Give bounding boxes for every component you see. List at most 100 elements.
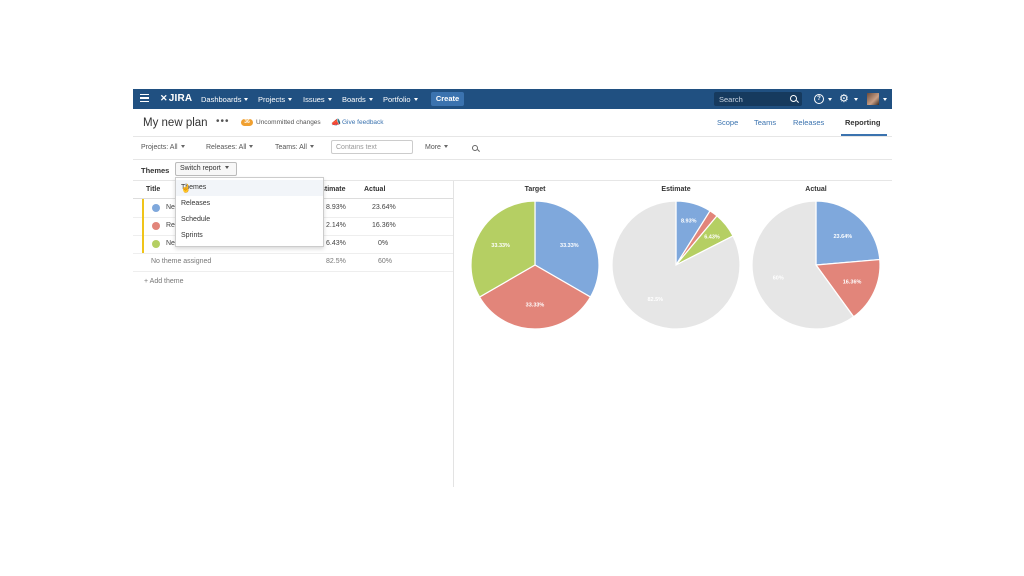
report-label: Themes bbox=[141, 166, 170, 175]
chart-title-actual: Actual bbox=[805, 186, 827, 193]
contains-text-input[interactable] bbox=[331, 140, 413, 154]
chevron-down-icon bbox=[224, 166, 229, 169]
more-actions-button[interactable]: ••• bbox=[216, 116, 230, 127]
tab-releases[interactable]: Releases bbox=[793, 118, 825, 127]
uncommitted-count-badge[interactable]: 36 bbox=[241, 119, 253, 126]
chevron-down-icon bbox=[854, 98, 858, 101]
nav-boards-label: Boards bbox=[342, 95, 366, 104]
pie-slice[interactable] bbox=[534, 200, 600, 298]
pie-slice[interactable] bbox=[470, 200, 536, 298]
give-feedback-link[interactable]: Give feedback bbox=[342, 119, 384, 126]
filter-bar: Projects: All Releases: All Teams: All M… bbox=[133, 137, 892, 160]
row-marker bbox=[142, 235, 144, 253]
pie-charts: 33.33% 33.33% 33.33% 8.93% 6.43% 82.5% 23.64… bbox=[470, 200, 881, 330]
pie-slice-label: 33.33% bbox=[491, 243, 510, 249]
pie-slice[interactable] bbox=[815, 200, 881, 266]
top-navigation: ✕JIRA Dashboards Projects Issues Boards … bbox=[133, 89, 892, 109]
pie-slice[interactable] bbox=[814, 258, 881, 318]
nav-dashboards[interactable]: Dashboards bbox=[201, 95, 249, 104]
theme-estimate: 6.43% bbox=[326, 240, 346, 247]
chevron-down-icon bbox=[249, 145, 254, 148]
uncommitted-changes-link[interactable]: Uncommitted changes bbox=[256, 119, 321, 126]
pie-chart-actual: 23.64% 16.36% 60% bbox=[751, 200, 881, 330]
help-menu-caret[interactable] bbox=[825, 95, 832, 104]
releases-filter[interactable]: Releases: All bbox=[206, 144, 254, 151]
pie-slice[interactable] bbox=[478, 264, 592, 330]
theme-color-dot bbox=[152, 204, 160, 212]
switch-report-button[interactable]: Switch report bbox=[175, 162, 237, 176]
tab-scope[interactable]: Scope bbox=[717, 118, 739, 127]
pie-chart-estimate: 8.93% 6.43% 82.5% bbox=[611, 200, 741, 330]
column-header-actual[interactable]: Actual bbox=[364, 186, 386, 193]
theme-estimate: 2.14% bbox=[326, 222, 346, 229]
pie-slice-label: 82.5% bbox=[647, 297, 663, 303]
report-bar: Themes Switch report bbox=[133, 160, 892, 181]
releases-filter-label: Releases: All bbox=[206, 144, 247, 151]
pie-slice-label: 33.33% bbox=[526, 303, 545, 309]
pie-slice-label: 60% bbox=[773, 275, 784, 281]
jira-logo[interactable]: ✕JIRA bbox=[160, 93, 193, 104]
menu-item-themes[interactable]: Themes ☝ bbox=[176, 180, 323, 196]
chart-title-estimate: Estimate bbox=[661, 186, 691, 193]
pie-slice-label: 23.64% bbox=[834, 234, 853, 240]
help-icon[interactable]: ? bbox=[814, 94, 824, 104]
unassigned-estimate: 82.5% bbox=[326, 258, 346, 265]
projects-filter[interactable]: Projects: All bbox=[141, 144, 185, 151]
search-icon[interactable] bbox=[472, 145, 478, 151]
chevron-down-icon bbox=[327, 98, 332, 101]
unassigned-title: No theme assigned bbox=[151, 258, 212, 265]
theme-title[interactable]: Ne bbox=[166, 204, 175, 211]
teams-filter-label: Teams: All bbox=[275, 144, 307, 151]
add-theme-link[interactable]: + Add theme bbox=[144, 278, 184, 285]
theme-title[interactable]: Re bbox=[166, 222, 175, 229]
more-filters[interactable]: More bbox=[425, 144, 448, 151]
profile-menu-caret[interactable] bbox=[880, 95, 887, 104]
row-marker bbox=[142, 217, 144, 235]
avatar[interactable] bbox=[867, 93, 879, 105]
menu-item-label: Themes bbox=[181, 184, 207, 191]
active-tab-indicator bbox=[841, 134, 887, 136]
nav-dashboards-label: Dashboards bbox=[201, 95, 242, 104]
pie-slice[interactable] bbox=[751, 200, 855, 330]
column-header-title[interactable]: Title bbox=[146, 186, 161, 193]
nav-portfolio-label: Portfolio bbox=[383, 95, 411, 104]
panel-divider[interactable] bbox=[453, 181, 454, 487]
chevron-down-icon bbox=[368, 98, 373, 101]
nav-issues[interactable]: Issues bbox=[303, 95, 332, 104]
chart-title-target: Target bbox=[524, 186, 546, 193]
menu-item-sprints[interactable]: Sprints bbox=[176, 228, 323, 244]
app-window: ✕JIRA Dashboards Projects Issues Boards … bbox=[133, 89, 892, 487]
menu-icon[interactable] bbox=[140, 94, 149, 104]
tab-reporting[interactable]: Reporting bbox=[845, 118, 881, 127]
tab-teams[interactable]: Teams bbox=[754, 118, 777, 127]
menu-item-schedule[interactable]: Schedule bbox=[176, 212, 323, 228]
pie-chart-target: 33.33% 33.33% 33.33% bbox=[470, 200, 600, 330]
chevron-down-icon bbox=[288, 98, 293, 101]
nav-boards[interactable]: Boards bbox=[342, 95, 373, 104]
settings-menu-caret[interactable] bbox=[851, 95, 858, 104]
theme-color-dot bbox=[152, 222, 160, 230]
menu-item-releases[interactable]: Releases bbox=[176, 196, 323, 212]
chevron-down-icon bbox=[244, 98, 249, 101]
page-title: My new plan bbox=[143, 117, 208, 129]
teams-filter[interactable]: Teams: All bbox=[275, 144, 314, 151]
table-row-unassigned: No theme assigned 82.5% 60% bbox=[133, 253, 453, 272]
switch-report-label: Switch report bbox=[180, 165, 221, 172]
pie-slice[interactable] bbox=[611, 200, 741, 330]
chevron-down-icon bbox=[443, 145, 448, 148]
create-button[interactable]: Create bbox=[431, 92, 464, 106]
pie-slice-label: 33.33% bbox=[560, 243, 579, 249]
gear-icon[interactable]: ⚙ bbox=[839, 93, 849, 105]
row-marker bbox=[142, 199, 144, 217]
theme-color-dot bbox=[152, 240, 160, 248]
nav-projects[interactable]: Projects bbox=[258, 95, 293, 104]
search-icon bbox=[790, 95, 797, 102]
column-header-estimate[interactable]: stimate bbox=[321, 186, 346, 193]
nav-portfolio[interactable]: Portfolio bbox=[383, 95, 418, 104]
menu-item-label: Schedule bbox=[181, 216, 211, 223]
nav-issues-label: Issues bbox=[303, 95, 325, 104]
search-input[interactable]: Search bbox=[714, 92, 802, 106]
projects-filter-label: Projects: All bbox=[141, 144, 178, 151]
chevron-down-icon bbox=[883, 98, 887, 101]
megaphone-icon: 📣 bbox=[331, 118, 341, 127]
